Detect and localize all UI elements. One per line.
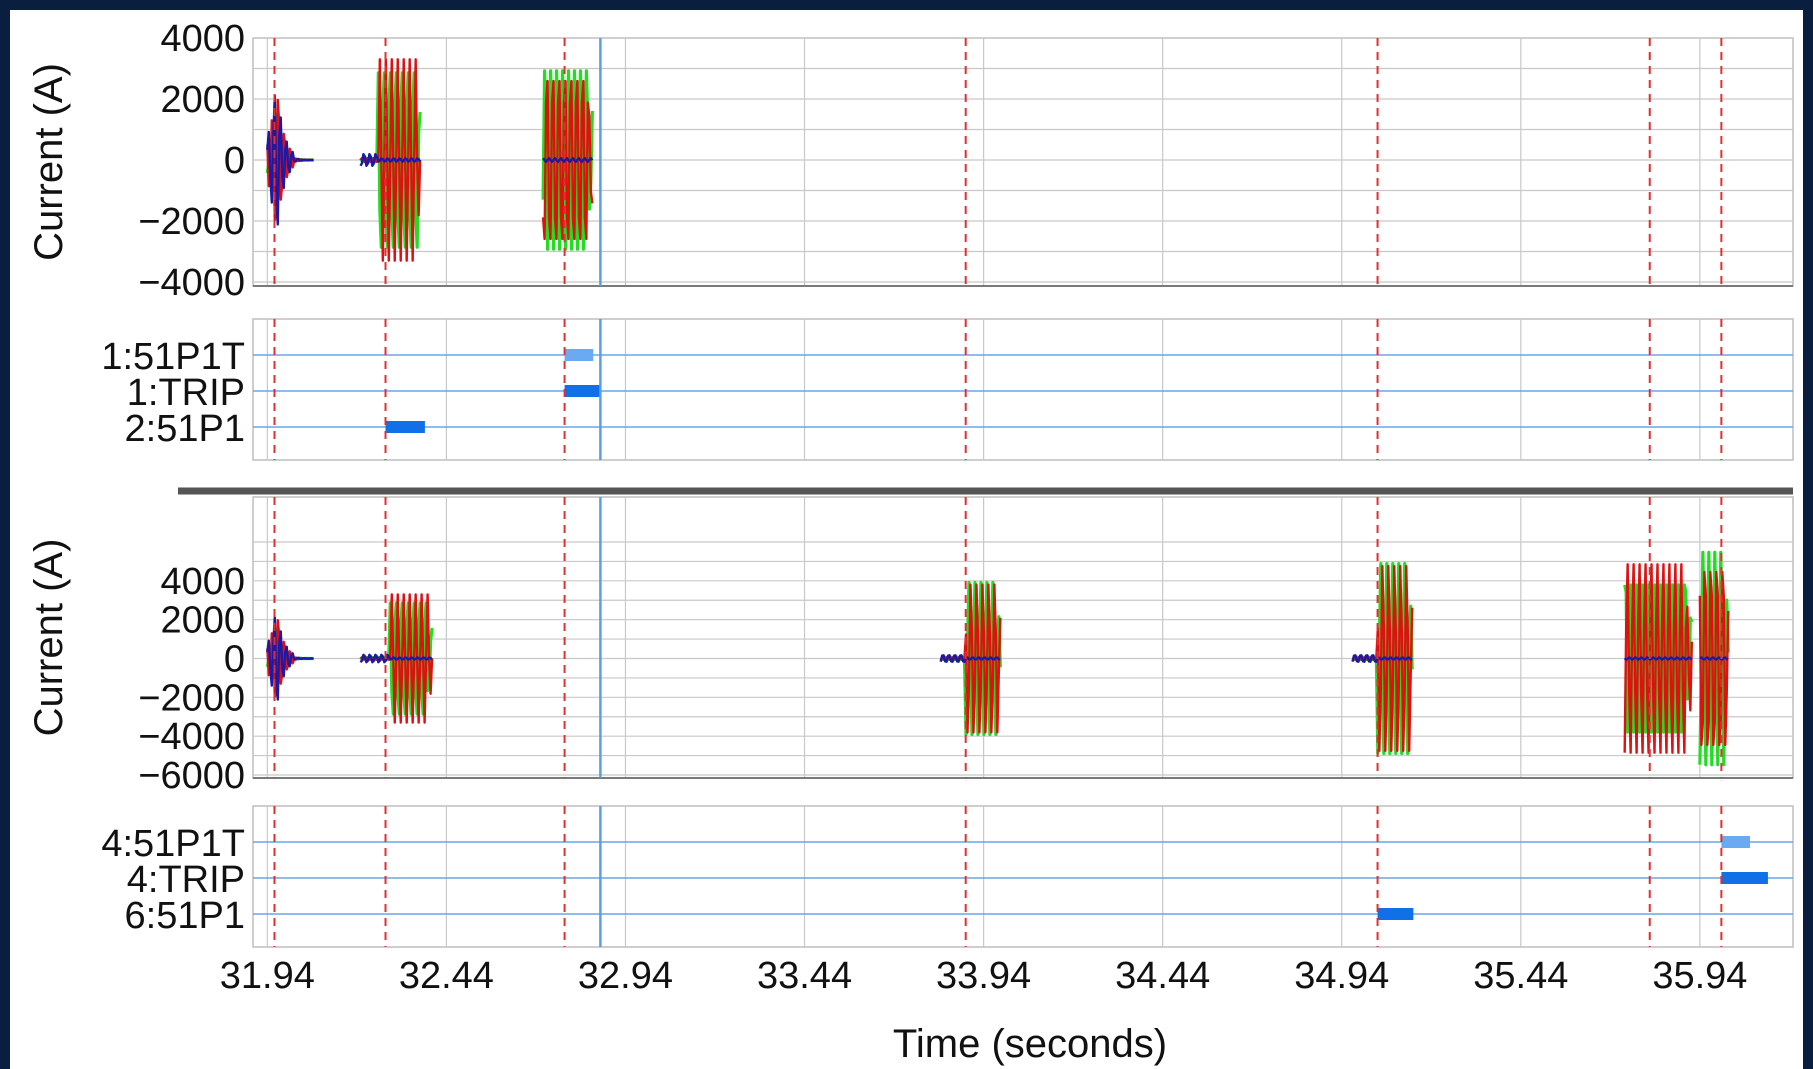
phase-c-waveform — [1351, 654, 1413, 663]
y-tick-label: −2000 — [138, 201, 245, 243]
y-tick-label: −6000 — [138, 755, 245, 797]
y-tick-label: 0 — [224, 639, 245, 681]
x-tick-label: 33.44 — [757, 955, 852, 997]
x-tick-label: 35.44 — [1473, 955, 1568, 997]
y-tick-label: 0 — [224, 140, 245, 182]
panel-frame — [252, 496, 1794, 779]
y-tick-label: −4000 — [138, 716, 245, 758]
phase-a-waveform — [541, 79, 594, 241]
phase-a-waveform — [1698, 570, 1730, 747]
digital-channel-label: 4:TRIP — [127, 859, 245, 901]
y-tick-label: −2000 — [138, 677, 245, 719]
digital-channel-label: 4:51P1T — [101, 823, 245, 865]
signal-layer — [265, 58, 1768, 920]
chart-frame: 4000 2000 0 −2000 −4000 Current (A) 1:51P1T 1:T… — [10, 10, 1803, 1069]
phase-c-waveform — [359, 653, 433, 664]
digital-state-bar — [1721, 836, 1751, 848]
y-tick-label: 2000 — [160, 600, 245, 642]
panel-frame — [252, 37, 1794, 287]
digital-state-bar — [564, 385, 601, 397]
marker-layer — [273, 38, 1723, 947]
digital-state-bar — [564, 349, 594, 361]
phase-c-waveform — [1699, 656, 1729, 661]
x-tick-label: 34.44 — [1115, 955, 1210, 997]
x-tick-label: 32.94 — [578, 955, 673, 997]
x-tick-label: 35.94 — [1652, 955, 1747, 997]
digital-channel-label: 1:TRIP — [127, 372, 245, 414]
phase-c-waveform — [939, 654, 1001, 663]
digital-state-bar — [385, 421, 425, 433]
panel-frame — [252, 318, 1794, 461]
y-axis-title: Current (A) — [27, 63, 71, 261]
x-axis-title: Time (seconds) — [893, 1022, 1167, 1066]
x-tick-label: 31.94 — [220, 955, 315, 997]
y-tick-label: 4000 — [160, 561, 245, 603]
x-tick-label: 33.94 — [936, 955, 1031, 997]
y-axis-title: Current (A) — [27, 539, 71, 737]
digital-state-bar — [1721, 872, 1768, 884]
digital-channel-label: 1:51P1T — [101, 336, 245, 378]
x-tick-label: 32.44 — [399, 955, 494, 997]
phase-b-waveform — [541, 69, 594, 251]
y-tick-label: 4000 — [160, 18, 245, 60]
phase-a-waveform — [1623, 563, 1694, 754]
phase-c-waveform — [359, 152, 422, 168]
phase-c-waveform — [1623, 656, 1693, 661]
grid-layer — [178, 37, 1794, 948]
panel-frame — [252, 805, 1794, 948]
x-tick-label: 34.94 — [1294, 955, 1389, 997]
phase-c-waveform — [542, 156, 594, 164]
digital-state-bar — [1377, 908, 1414, 920]
digital-channel-label: 6:51P1 — [125, 895, 245, 937]
digital-channel-label: 2:51P1 — [125, 408, 245, 450]
y-tick-label: −4000 — [138, 262, 245, 304]
y-tick-label: 2000 — [160, 79, 245, 121]
